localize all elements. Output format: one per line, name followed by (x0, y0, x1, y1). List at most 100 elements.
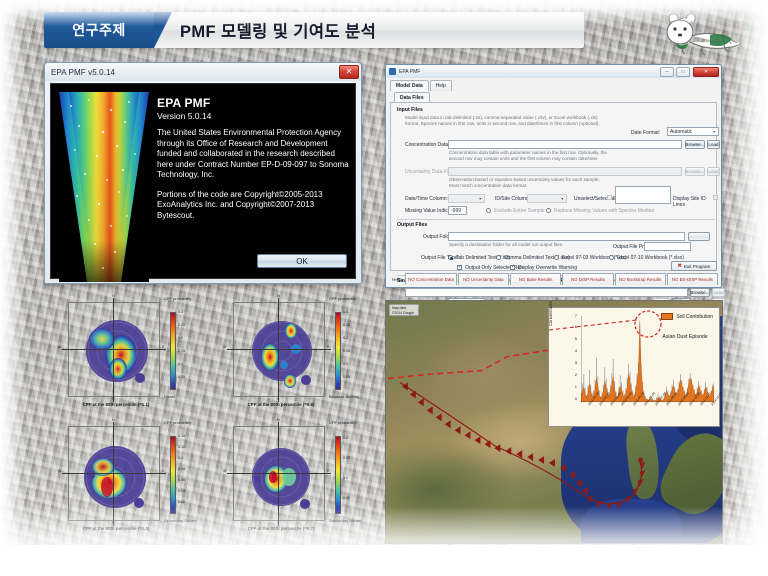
ytick: 5 (574, 336, 577, 341)
output-type-xls-radio[interactable] (554, 255, 559, 260)
direction-w: W (223, 345, 227, 349)
colorbar-title: CPF probability (164, 296, 192, 301)
config-path-input[interactable] (405, 288, 688, 297)
direction-e: E (162, 345, 165, 349)
map-attribution-text: Map data ©2014 Google (392, 306, 414, 315)
status-tab-uncertainty[interactable]: NO Uncertainty Data (457, 273, 509, 285)
cpf-axis-vertical (278, 422, 279, 526)
output-type-xlsx-label: Excel 07-10 Workbook (*.xlsx) (617, 255, 684, 261)
cpf-axis-horizontal (62, 349, 166, 350)
exclude-entire-sample-radio[interactable] (486, 208, 491, 213)
output-type-xls-label: Excel 97-03 Workbook (*.xls) (562, 255, 627, 261)
uncertainty-load-button[interactable]: Load (707, 167, 720, 176)
output-folder-label: Output Folder: (423, 234, 455, 240)
splash-titlebar[interactable]: EPA PMF v5.0.14 (45, 63, 361, 81)
tab-model-data[interactable]: Model Data (390, 80, 429, 91)
ok-button[interactable]: OK (257, 254, 347, 268)
datetime-column-select[interactable] (448, 194, 485, 203)
output-type-tab-label: Tab Delimited Text (*.txt) (456, 255, 511, 261)
output-type-csv-radio[interactable] (496, 255, 501, 260)
colorbar-tick: 0.3 (343, 310, 348, 314)
colorbar-ticks: 0.3 0.25 0.2 0.15 0.1 0.05 (178, 310, 204, 392)
background-fade-left (0, 0, 26, 576)
ytick: 7 (574, 313, 577, 318)
concentration-browse-button[interactable]: Browse... (685, 140, 705, 149)
colorbar-ticks: 0.2 0.15 0.1 0.05 (343, 434, 369, 516)
cpf-plot-secondary-nitrate: N E S W CPF probability 0.2 0.15 0.1 0.0… (211, 418, 376, 544)
date-format-label: Date Format: (631, 130, 661, 136)
output-files-group-title: Output Files (397, 222, 428, 228)
colorbar-tick: 0.14 (178, 434, 185, 438)
output-folder-input[interactable] (448, 232, 685, 241)
colorbar-title: CPF probability (329, 296, 357, 301)
legend-swatch-soil (661, 313, 674, 320)
date-format-select[interactable]: Automatic (667, 127, 719, 136)
splash-version: Version 5.0.14 (157, 111, 212, 121)
status-tab-concentration[interactable]: NO Concentration Data (405, 273, 457, 285)
output-type-tab-radio[interactable] (448, 255, 453, 260)
tab-help[interactable]: Help (429, 80, 452, 91)
pmf-titlebar[interactable]: EPA PMF (386, 65, 721, 78)
uncertainty-data-file-input[interactable] (448, 167, 682, 176)
chart-plot-area (580, 316, 715, 403)
cpf-axis-horizontal (227, 349, 331, 350)
display-overwrite-warning-checkbox[interactable] (510, 264, 515, 270)
minimize-icon[interactable]: – (660, 66, 674, 77)
close-x-icon: ✖ (677, 263, 682, 269)
close-icon[interactable]: ✕ (693, 66, 719, 77)
cpf-axis-horizontal (62, 473, 166, 474)
colorbar-tick: 0.04 (178, 489, 185, 493)
colorbar-tick: 0.2 (178, 336, 183, 340)
cpf-axis-vertical (113, 422, 114, 526)
maximize-icon[interactable]: □ (676, 66, 690, 77)
display-site-id-lines-checkbox[interactable] (713, 195, 718, 200)
splash-heading: EPA PMF (157, 96, 211, 110)
config-browse-button[interactable]: Browse... (690, 288, 710, 297)
divider (397, 219, 715, 220)
output-type-xlsx-radio[interactable] (609, 255, 614, 260)
chart-svg (580, 316, 715, 403)
config-load-button[interactable]: Load (712, 288, 725, 297)
uncertainty-hint: Observation-based or equation-based unce… (449, 177, 600, 188)
output-folder-browse-button[interactable] (688, 232, 710, 241)
epa-pmf-about-dialog: EPA PMF v5.0.14 ✕ (44, 62, 362, 284)
cpf-caption: CPF at the 80th percentile (=1.1) (82, 402, 150, 407)
concentration-data-file-input[interactable] (448, 140, 682, 149)
tab-data-files[interactable]: Data Files (394, 92, 430, 103)
output-file-prefix-input[interactable] (644, 242, 691, 251)
colorbar-title: CPF probability (164, 420, 192, 425)
colorbar-tick: 0.25 (178, 323, 185, 327)
missing-value-indicator-input[interactable]: -999 (448, 206, 467, 215)
status-tab-base-results[interactable]: NO Base Results (509, 273, 562, 285)
chart-annotation: Asian Dust Episode (662, 334, 708, 340)
colorbar-tick: 0.1 (178, 456, 183, 460)
ytick: 1 (574, 384, 577, 389)
splash-paragraph-1: The United States Environmental Protecti… (157, 128, 349, 179)
cpf-plot-area (233, 426, 325, 521)
id-site-column-select[interactable] (527, 194, 567, 203)
splash-window-title: EPA PMF v5.0.14 (51, 67, 116, 77)
colorbar-tick: 0.1 (343, 362, 348, 366)
status-tab-bsdisp-results[interactable]: NO BS-DISP Results (666, 273, 719, 285)
concentration-load-button[interactable]: Load (707, 140, 720, 149)
ytick: 6 (574, 324, 577, 329)
colorbar-tick: 0.15 (178, 349, 185, 353)
exit-program-button[interactable]: ✖ Exit Program (671, 261, 717, 271)
uncertainty-browse-button[interactable]: Browse... (685, 167, 705, 176)
pmf-data-files-panel: Input Files Model input data in tab-deli… (390, 102, 725, 320)
direction-s: S (112, 397, 115, 401)
unselect-select-all-checkbox[interactable] (607, 195, 612, 200)
direction-n: N (112, 294, 115, 298)
close-icon[interactable]: ✕ (339, 65, 359, 79)
status-tab-disp-results[interactable]: NO DISP Results (562, 273, 614, 285)
status-tab-bootstrap-results[interactable]: NO Bootstrap Results (614, 273, 666, 285)
site-id-listbox[interactable] (615, 186, 671, 204)
direction-n: N (277, 418, 280, 422)
output-only-selected-run-checkbox[interactable] (457, 264, 462, 270)
cpf-axis-horizontal (227, 473, 331, 474)
id-site-column-label: ID/Site Column: (495, 196, 531, 202)
colorbar-tick: 0.12 (178, 445, 185, 449)
replace-missing-values-radio[interactable] (546, 208, 551, 213)
input-files-group-title: Input Files (397, 107, 423, 113)
help-label[interactable]: Help (392, 276, 402, 282)
